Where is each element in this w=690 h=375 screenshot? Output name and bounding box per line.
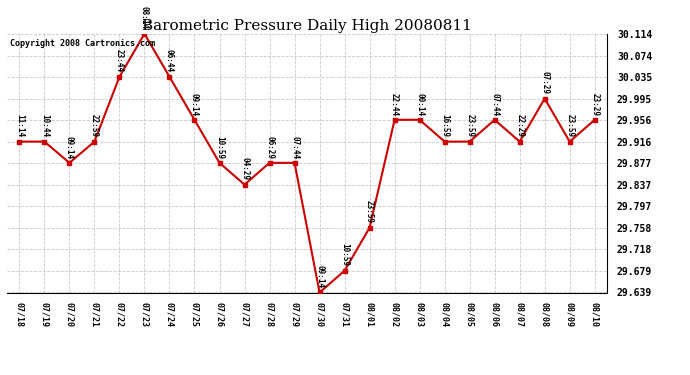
Text: 23:59: 23:59 [365,200,374,223]
Text: 10:59: 10:59 [340,243,349,267]
Text: 23:29: 23:29 [590,93,599,116]
Text: 07:44: 07:44 [490,93,499,116]
Text: 23:59: 23:59 [465,114,474,138]
Text: 10:59: 10:59 [215,135,224,159]
Text: 23:44: 23:44 [115,50,124,73]
Text: 06:44: 06:44 [165,50,174,73]
Text: 09:14: 09:14 [190,93,199,116]
Text: 09:14: 09:14 [65,135,74,159]
Text: 22:29: 22:29 [515,114,524,138]
Text: 06:29: 06:29 [265,135,274,159]
Text: 04:29: 04:29 [240,158,249,180]
Text: 09:14: 09:14 [315,265,324,288]
Text: 16:59: 16:59 [440,114,449,138]
Text: 00:14: 00:14 [415,93,424,116]
Text: 22:59: 22:59 [90,114,99,138]
Text: 10:44: 10:44 [40,114,49,138]
Text: 23:59: 23:59 [565,114,574,138]
Text: 07:44: 07:44 [290,135,299,159]
Text: 08:14: 08:14 [140,6,149,30]
Text: 11:14: 11:14 [15,114,24,138]
Text: Copyright 2008 Cartronics.com: Copyright 2008 Cartronics.com [10,39,155,48]
Text: 22:44: 22:44 [390,93,399,116]
Title: Barometric Pressure Daily High 20080811: Barometric Pressure Daily High 20080811 [142,19,472,33]
Text: 07:29: 07:29 [540,71,549,94]
